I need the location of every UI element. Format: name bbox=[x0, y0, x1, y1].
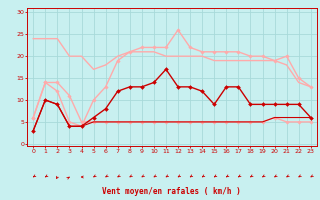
Text: Vent moyen/en rafales ( km/h ): Vent moyen/en rafales ( km/h ) bbox=[102, 187, 241, 196]
